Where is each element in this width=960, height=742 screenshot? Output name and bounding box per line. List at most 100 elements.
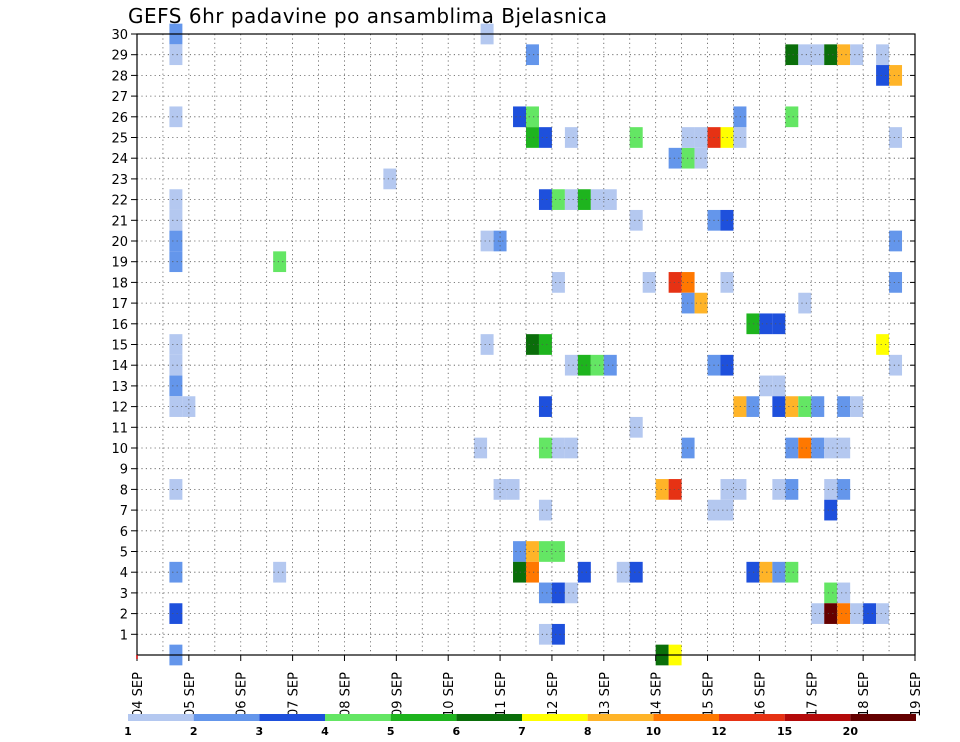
heatmap-cell [889,272,903,293]
y-tick-label: 27 [111,90,128,105]
heatmap-cell [551,582,565,604]
heatmap-cell [169,561,183,583]
y-tick-label: 21 [111,214,128,229]
heatmap-cell [811,44,825,66]
heatmap-cell [772,479,786,500]
heatmap-cell [746,396,760,417]
heatmap-cell [564,437,578,459]
heatmap-cell [772,396,786,417]
heatmap-cell [785,437,799,459]
colorbar-swatch [456,714,522,721]
heatmap-cell [850,44,864,66]
heatmap-cell [526,334,539,355]
y-axis: 1234567891011121314151617181920212223242… [111,28,915,643]
heatmap-cell [850,603,864,624]
x-tick-label: 18 SEP [857,672,872,717]
heatmap-cell [798,396,812,417]
y-tick-label: 11 [111,421,128,436]
y-tick-label: 17 [111,297,128,312]
heatmap-cell [811,603,825,624]
heatmap-cell [526,541,539,562]
heatmap-cell [616,561,630,583]
heatmap-cell [876,65,890,86]
y-tick-label: 10 [111,442,128,457]
y-tick-label: 20 [111,235,128,250]
heatmap-cell [642,272,656,293]
x-tick-label: 19 SEP [909,672,924,717]
heatmap-cell [538,189,552,210]
heatmap-cell [811,396,825,417]
colorbar-label: 2 [190,725,198,738]
heatmap-cell [526,127,539,148]
x-tick-label: 13 SEP [598,672,613,717]
x-tick-label: 05 SEP [183,672,198,717]
heatmap-cell [513,561,526,583]
colorbar-label: 15 [777,725,792,738]
heatmap-cell [564,582,578,604]
heatmap-cell [837,603,851,624]
heatmap-cell [837,479,851,500]
colorbar-swatch [259,714,325,721]
heatmap-cell [824,582,838,604]
heatmap-cell [837,44,851,66]
heatmap-cell [629,561,643,583]
heatmap-cell [551,437,565,459]
heatmap-cell [824,44,838,66]
heatmap-cell [837,396,851,417]
colorbar-swatch [522,714,588,721]
y-tick-label: 22 [111,194,128,209]
heatmap-cell [480,230,494,252]
y-tick-label: 24 [111,152,128,167]
y-tick-label: 3 [120,587,128,602]
heatmap-cell [785,44,799,66]
heatmap-cell [668,147,682,169]
y-tick-label: 28 [111,69,128,84]
heatmap-cell [837,582,851,604]
colorbar-label: 20 [843,725,859,738]
heatmap-cell [772,375,786,397]
heatmap-cell [590,189,604,210]
heatmap-cell [169,251,183,273]
heatmap-cell [772,313,786,335]
heatmap-cell [772,561,786,583]
colorbar-label: 7 [518,725,526,738]
heatmap-cell [876,334,890,355]
heatmap-cell [746,561,760,583]
y-tick-label: 14 [111,359,128,374]
heatmap-cell [629,209,643,231]
heatmap-cell [824,437,838,459]
heatmap-cell [785,106,799,128]
heatmap-cell [383,168,397,190]
colorbar-swatch [653,714,719,721]
colorbar-label: 1 [124,725,132,738]
x-tick-label: 06 SEP [235,672,250,717]
y-tick-label: 30 [111,28,128,43]
heatmap-cell [785,479,799,500]
heatmap-cell [169,479,183,500]
heatmap-cell [538,334,552,355]
heatmap-cell [668,479,682,500]
heatmap-cell [759,375,773,397]
y-tick-label: 4 [120,566,128,581]
heatmap-cells [169,23,903,666]
heatmap-cell [526,44,539,66]
heatmap-cell [551,623,565,645]
heatmap-cell [759,313,773,335]
colorbar-swatch [390,714,457,721]
heatmap-cell [889,127,903,148]
y-tick-label: 15 [111,339,128,354]
x-axis: 04 SEP 05 SEP 06 SEP 07 SEP 08 SEP 09 SEP 10 S… [131,655,924,717]
colorbar-swatch [587,714,654,721]
heatmap-cell [824,499,838,521]
heatmap-cell [564,127,578,148]
heatmap-cell [551,541,565,562]
x-tick-label: 11 SEP [494,672,509,717]
x-tick-label: 07 SEP [287,672,302,717]
colorbar-label: 10 [646,725,662,738]
y-tick-label: 13 [111,380,128,395]
heatmap-cell [273,251,287,273]
y-tick-label: 5 [120,546,128,561]
heatmap-cell [577,354,591,376]
heatmap-cell [863,603,877,624]
